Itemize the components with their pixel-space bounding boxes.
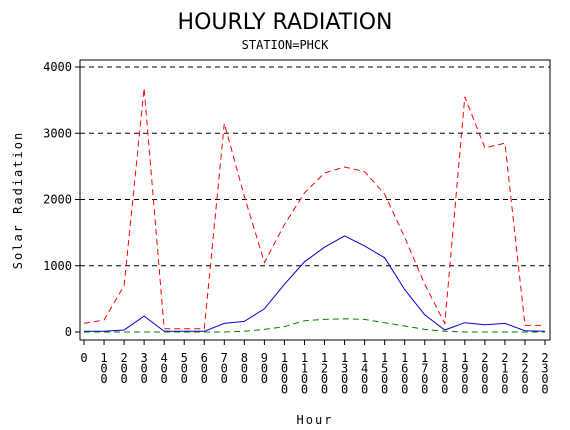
y-tick-label: 2000 (43, 193, 72, 207)
series-line-2 (84, 235, 546, 332)
series-line-3 (84, 318, 545, 333)
chart-title: HOURLY RADIATION (178, 10, 393, 35)
y-axis-label: Solar Radiation (11, 131, 25, 269)
grid-lines (80, 66, 550, 267)
series-lines (83, 88, 546, 333)
x-axis: 0 1 0 0 2 0 0 3 0 0 4 0 0 5 0 0 6 0 0 7 0 0 8 0 0 9 0 0 1 0 0 0 1 1 0 0 1 2 0 0… (80, 340, 549, 397)
y-tick-label: 4000 (43, 60, 72, 74)
y-tick-label: 1000 (43, 259, 72, 273)
series-line-1 (83, 88, 545, 330)
y-tick-label: 3000 (43, 126, 72, 140)
chart-subtitle: STATION=PHCK (242, 38, 329, 52)
y-axis: 0 1000 2000 3000 4000 (43, 60, 80, 339)
y-tick-label: 0 (65, 325, 72, 339)
x-axis-label: Hour (297, 413, 334, 427)
x-tick-label: 0 (80, 351, 87, 365)
